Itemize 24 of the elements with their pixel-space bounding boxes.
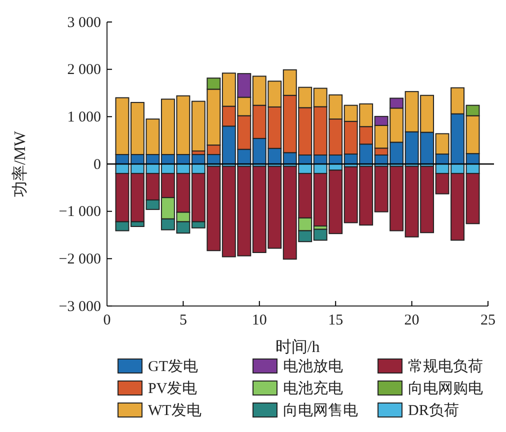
y-axis-title: 功率/MW [11,130,29,197]
x-tick-label: 0 [103,312,111,329]
x-axis-title: 时间/h [275,338,320,356]
y-tick-label: 1 000 [67,109,101,126]
y-tick-label: −1 000 [58,204,101,220]
x-tick-label: 20 [404,312,420,329]
legend-label: GT发电 [148,358,198,375]
y-tick-label: 3 000 [67,14,101,31]
legend-label: 向电网售电 [283,402,358,419]
legend-label: 常规电负荷 [408,358,483,375]
legend-label: 电池放电 [283,358,343,375]
y-tick-label: −3 000 [58,298,101,315]
legend-label: 电池充电 [283,380,343,397]
x-tick-label: 25 [480,312,496,329]
x-tick-label: 15 [328,312,344,329]
legend-label: PV发电 [148,380,198,397]
legend-label: DR负荷 [408,402,459,419]
x-tick-label: 10 [252,312,267,329]
y-tick-label: 2 000 [67,62,101,78]
legend-label: 向电网购电 [408,380,483,397]
y-tick-label: 0 [94,156,101,173]
y-tick-label: −2 000 [58,251,101,268]
legend-label: WT发电 [148,402,202,419]
x-tick-label: 5 [179,312,187,329]
